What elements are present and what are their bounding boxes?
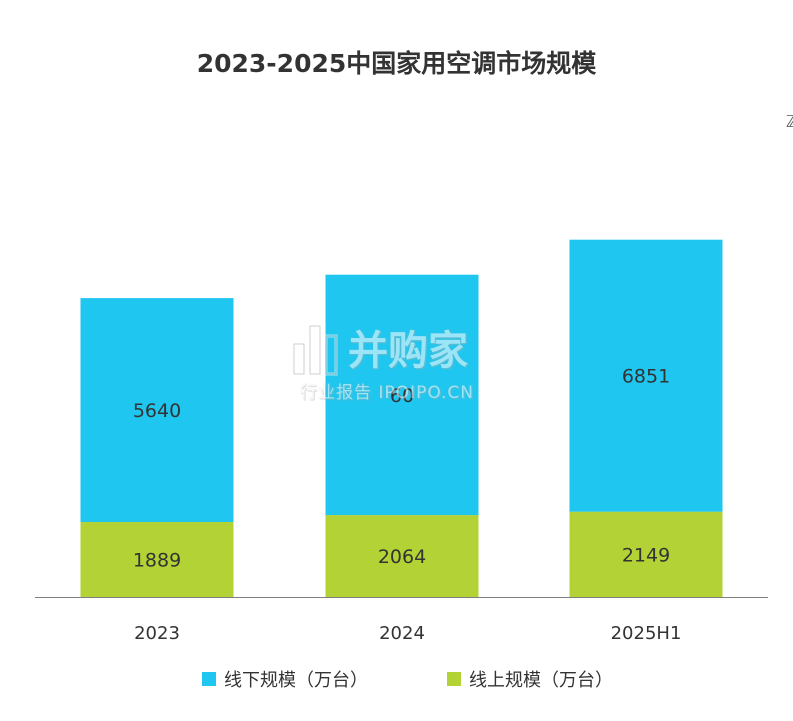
edge-mark: ℤ (786, 112, 793, 131)
bar-offline-2025H1 (569, 239, 723, 512)
legend-swatch-online (447, 672, 461, 686)
bar-offline-2024 (325, 274, 479, 516)
data-label-online-2024: 2064 (378, 546, 426, 568)
data-label-offline-2024: 60 (390, 385, 414, 407)
data-label-offline-2025H1: 6851 (622, 366, 670, 388)
bar-online-2023 (80, 522, 234, 597)
legend-label-online: 线上规模（万台） (469, 670, 613, 691)
data-label-offline-2023: 5640 (133, 400, 181, 422)
data-label-online-2025H1: 2149 (622, 544, 670, 566)
x-tick-label-2023: 2023 (134, 623, 180, 644)
legend-item-online: 线上规模（万台） (447, 666, 613, 692)
legend-swatch-offline (202, 672, 216, 686)
bar-online-2025H1 (569, 511, 723, 597)
chart-title: 2023-2025中国家用空调市场规模 (196, 49, 597, 78)
bar-online-2024 (325, 515, 479, 597)
data-label-online-2023: 1889 (133, 550, 181, 572)
x-tick-label-2024: 2024 (379, 623, 425, 644)
x-tick-label-2025H1: 2025H1 (611, 623, 682, 644)
legend-label-offline: 线下规模（万台） (224, 670, 368, 691)
stacked-bar-chart: 1889 5640 2023 2064 60 2024 2149 6851 2025H1 (35, 239, 768, 644)
bar-offline-2023 (80, 298, 234, 523)
legend: 线下规模（万台） 线上规模（万台） (0, 666, 793, 692)
legend-item-offline: 线下规模（万台） (202, 666, 368, 692)
